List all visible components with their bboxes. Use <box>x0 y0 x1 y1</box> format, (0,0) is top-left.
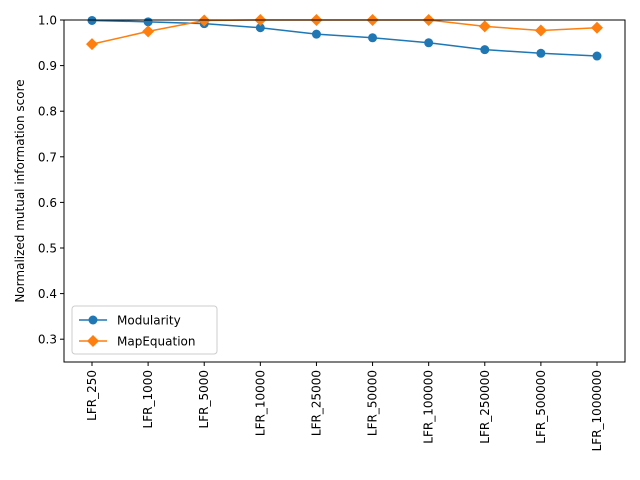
x-tick-label: LFR_25000 <box>309 370 323 436</box>
y-axis-label: Normalized mutual information score <box>13 79 27 302</box>
y-axis: 0.3 0.4 0.5 0.6 0.7 0.8 0.9 1.0 <box>38 14 64 347</box>
legend-label-mapequation: MapEquation <box>117 335 195 349</box>
x-tick-label: LFR_100000 <box>422 370 436 444</box>
x-axis: LFR_250 LFR_1000 LFR_5000 LFR_10000 LFR_2500… <box>85 362 604 451</box>
x-tick-label: LFR_50000 <box>366 370 380 436</box>
data-point-modularity <box>480 45 489 54</box>
y-tick-label: 0.9 <box>38 59 57 73</box>
data-point-modularity <box>424 38 433 47</box>
legend-marker-modularity <box>89 316 98 325</box>
x-tick-label: LFR_250 <box>85 370 99 421</box>
data-point-modularity <box>312 30 321 39</box>
x-tick-label: LFR_1000000 <box>590 370 604 451</box>
data-point-modularity <box>144 17 153 26</box>
x-tick-label: LFR_500000 <box>534 370 548 444</box>
data-point-modularity <box>368 33 377 42</box>
legend-label-modularity: Modularity <box>117 314 181 328</box>
x-tick-label: LFR_1000 <box>141 370 155 428</box>
x-tick-label: LFR_10000 <box>253 370 267 436</box>
y-tick-label: 0.7 <box>38 150 57 164</box>
y-tick-label: 0.4 <box>38 287 57 301</box>
data-point-modularity <box>593 52 602 61</box>
y-tick-label: 0.3 <box>38 333 57 347</box>
legend: Modularity MapEquation <box>72 306 217 354</box>
x-tick-label: LFR_5000 <box>197 370 211 428</box>
y-tick-label: 0.6 <box>38 196 57 210</box>
data-point-modularity <box>536 49 545 58</box>
x-tick-label: LFR_250000 <box>478 370 492 444</box>
y-tick-label: 0.5 <box>38 242 57 256</box>
y-tick-label: 0.8 <box>38 105 57 119</box>
y-tick-label: 1.0 <box>38 14 57 28</box>
